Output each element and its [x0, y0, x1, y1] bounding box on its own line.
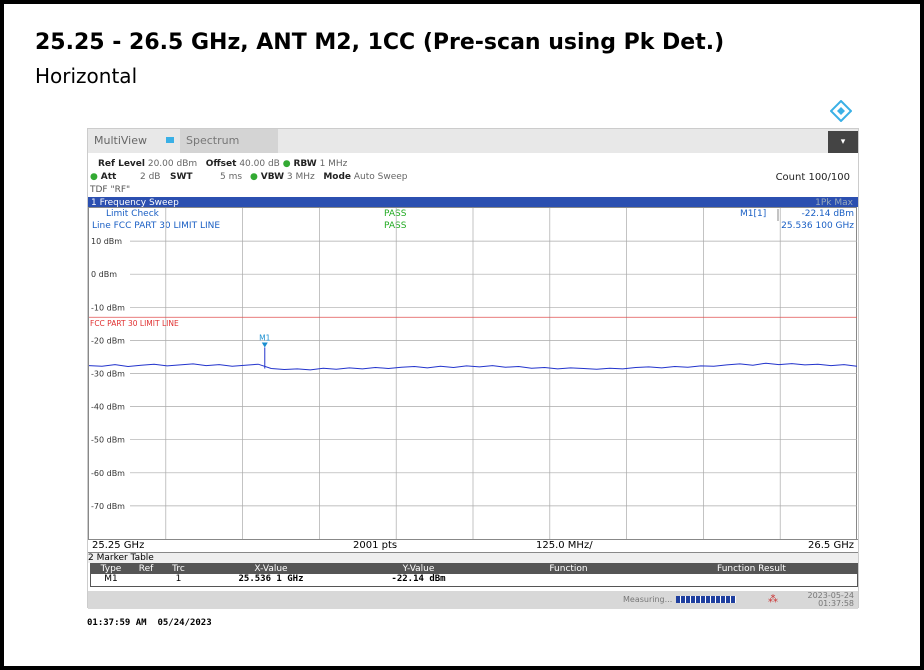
- column-header: Trc: [161, 564, 196, 574]
- marker-freq: 25.536 100 GHz: [781, 221, 854, 231]
- column-header: Function Result: [646, 564, 857, 574]
- status-bar: Measuring... ⁂ 2023-05-24 01:37:58: [88, 591, 858, 609]
- limit-line-label: FCC PART 30 LIMIT LINE: [90, 319, 179, 328]
- table-cell: 1: [161, 574, 196, 584]
- points: 2001 pts: [353, 540, 398, 551]
- table-cell: M1: [91, 574, 131, 584]
- y-tick-label: -40 dBm: [91, 403, 125, 412]
- marker-table: Type Ref Trc X-Value Y-Value Function Function…: [90, 563, 858, 587]
- window-title: 1 Frequency Sweep: [91, 198, 179, 208]
- y-tick-label: -30 dBm: [91, 370, 125, 379]
- value: 40.00 dB: [239, 159, 280, 169]
- timestamp: 01:37:59 AM 05/24/2023: [87, 618, 212, 628]
- column-header: Ref: [131, 564, 161, 574]
- value: Auto Sweep: [353, 172, 408, 182]
- label: Mode: [323, 172, 351, 182]
- y-tick-label: -20 dBm: [91, 336, 125, 345]
- tdf: TDF "RF": [90, 185, 131, 195]
- app-name: MultiView: [94, 134, 147, 147]
- limit-check: Limit Check: [106, 209, 160, 219]
- table-cell: [491, 574, 646, 584]
- label: Offset: [205, 159, 237, 169]
- y-tick-label: 10 dBm: [91, 237, 122, 246]
- subtitle: Horizontal: [35, 64, 138, 88]
- progress: [676, 596, 736, 603]
- marker: [261, 342, 268, 348]
- y-tick-label: -10 dBm: [91, 303, 125, 312]
- network-icon: ⁂: [768, 594, 778, 605]
- table-cell: [131, 574, 161, 584]
- line-result: PASS: [384, 221, 407, 231]
- column-header: X-Value: [196, 564, 346, 574]
- logo: [830, 100, 852, 122]
- x-start: 25.25 GHz: [92, 540, 145, 551]
- label: Ref Level: [98, 159, 145, 169]
- y-tick-label: 0 dBm: [91, 270, 117, 279]
- table-cell: [646, 574, 857, 584]
- label: SWT: [170, 172, 193, 182]
- label: RBW: [293, 159, 317, 169]
- value: 5 ms: [220, 172, 243, 182]
- column-header: Type: [91, 564, 131, 574]
- datetime: 2023-05-24 01:37:58: [808, 592, 855, 608]
- marker-level: -22.14 dBm: [801, 209, 854, 219]
- menu-button[interactable]: ▾: [828, 131, 858, 153]
- time: 01:37:58: [818, 599, 854, 608]
- window-header: [88, 197, 858, 207]
- span: 125.0 MHz/: [536, 540, 593, 551]
- settings-row-2: ● Att 2 dB SWT 5 ms ● VBW 3 MHz Mode Auto Sw…: [90, 172, 850, 183]
- count: Count 100/100: [775, 172, 850, 183]
- y-tick-label: -70 dBm: [91, 502, 125, 511]
- x-axis-bar: 25.25 GHz 2001 pts 125.0 MHz/ 26.5 GHz: [88, 539, 858, 553]
- title: 25.25 - 26.5 GHz, ANT M2, 1CC (Pre-scan …: [35, 30, 725, 55]
- y-tick-label: -50 dBm: [91, 436, 125, 445]
- marker-tag: M1: [259, 333, 270, 342]
- value: 2 dB: [140, 172, 161, 182]
- marker-table-title: 2 Marker Table: [88, 553, 858, 563]
- marker-label: M1[1]: [740, 209, 766, 219]
- trace: [88, 362, 858, 371]
- tab[interactable]: Spectrum: [180, 129, 278, 153]
- x-stop: 26.5 GHz: [808, 540, 854, 551]
- value: 20.00 dBm: [147, 159, 198, 169]
- settings-row-1: Ref Level 20.00 dBm Offset 40.00 dB ● RB…: [98, 159, 348, 169]
- screenshot: MultiView Spectrum ▾ Ref Level 20.00 dBm…: [87, 128, 859, 609]
- limit-check-result: PASS: [384, 209, 407, 219]
- column-header: Function: [491, 564, 646, 574]
- value: 3 MHz: [286, 172, 315, 182]
- table-cell: 25.536 1 GHz: [196, 574, 346, 584]
- y-tick-label: -60 dBm: [91, 469, 125, 478]
- tab-icon: [166, 137, 174, 143]
- table-cell: -22.14 dBm: [346, 574, 491, 584]
- column-header: Y-Value: [346, 564, 491, 574]
- label: Att: [100, 172, 117, 182]
- value: 1 MHz: [319, 159, 348, 169]
- date: 2023-05-24: [807, 591, 855, 600]
- trace-info: 1Pk Max: [815, 198, 854, 208]
- toolbar: MultiView Spectrum ▾: [88, 129, 858, 153]
- status: Measuring...: [623, 595, 673, 604]
- plot: 1 Frequency Sweep 1Pk Max Limit Check PA…: [88, 197, 858, 540]
- label: VBW: [260, 172, 284, 182]
- line-name: Line FCC PART 30 LIMIT LINE: [92, 221, 220, 231]
